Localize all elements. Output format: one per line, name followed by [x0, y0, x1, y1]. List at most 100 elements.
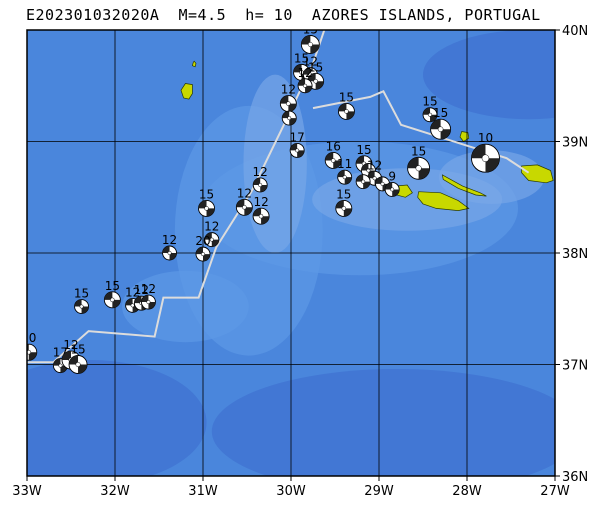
event-label: 15: [411, 144, 426, 158]
event-quadrant: [325, 152, 342, 169]
latitude-ticks: 40N 39N 38N 37N 36N: [555, 24, 588, 485]
event-marker: 20: [195, 234, 211, 262]
event-marker: 15: [198, 187, 215, 217]
bathymetry-patch: [243, 74, 307, 253]
event-quadrant: [385, 182, 400, 197]
y-tick-label: 39N: [562, 136, 588, 151]
event-marker: 17: [290, 130, 305, 158]
island-shape: [191, 60, 197, 68]
event-center: [258, 213, 264, 219]
event-marker: 15: [335, 187, 353, 217]
event-label: 15: [74, 287, 89, 301]
event-marker: 15: [68, 343, 88, 374]
event-center: [481, 154, 490, 162]
event-center: [341, 206, 347, 211]
event-quadrant: [430, 119, 451, 140]
event-marker: 9: [384, 169, 400, 197]
event-label: 17: [290, 130, 305, 144]
event-label: 15: [433, 106, 448, 120]
bathymetry-patch: [122, 270, 249, 343]
event-marker: 12: [141, 282, 156, 310]
event-quadrant: [125, 298, 140, 313]
event-label: 15: [303, 22, 318, 36]
event-quadrant: [280, 95, 297, 112]
event-quadrant: [74, 299, 89, 314]
event-center: [146, 300, 151, 305]
event-center: [79, 304, 84, 309]
event-quadrant: [27, 344, 37, 361]
event-quadrant: [337, 170, 352, 185]
event-marker: 10: [471, 131, 500, 173]
event-center: [130, 303, 135, 308]
event-label: 10: [478, 131, 493, 145]
event-label: 12: [204, 220, 219, 234]
event-marker: 11: [337, 157, 352, 185]
event-marker: 15: [430, 106, 452, 140]
event-label: 11: [337, 157, 352, 171]
event-quadrant: [236, 199, 253, 216]
event-center: [201, 252, 205, 257]
event-center: [372, 176, 377, 181]
x-tick-label: 33W: [12, 484, 42, 499]
event-label: 15: [294, 51, 309, 65]
event-marker: 15: [74, 287, 89, 314]
event-center: [204, 206, 209, 211]
event-marker: [355, 174, 371, 190]
x-tick-label: 28W: [452, 484, 482, 499]
x-tick-label: 29W: [364, 484, 394, 499]
event-quadrant: [253, 208, 270, 225]
event-quadrant: [282, 111, 297, 126]
event-quadrant: [198, 200, 215, 217]
event-quadrant: [356, 174, 371, 189]
event-quadrant: [141, 295, 156, 310]
island-shape: [441, 174, 487, 197]
event-label: 12: [237, 186, 252, 200]
event-label: 20: [21, 331, 36, 345]
y-tick-label: 36N: [562, 470, 588, 485]
bathymetry-patch: [27, 360, 207, 476]
y-tick-label: 37N: [562, 359, 588, 374]
longitude-ticks: 33W 32W 31W 30W 29W 28W 27W: [12, 476, 570, 499]
event-marker: 12: [204, 220, 219, 248]
bathymetry-patch: [423, 30, 555, 120]
event-marker: 12: [162, 233, 177, 261]
event-center: [286, 101, 291, 106]
event-label: 12: [303, 55, 318, 69]
map-title: E202301032020A M=4.5 h= 10 AZORES ISLAND…: [26, 6, 541, 24]
event-center: [330, 158, 336, 163]
event-center: [209, 237, 214, 242]
event-label: 12: [141, 282, 156, 296]
event-center: [380, 181, 385, 186]
x-tick-label: 27W: [540, 484, 570, 499]
event-center: [258, 182, 263, 187]
x-tick-label: 30W: [276, 484, 306, 499]
event-label: 12: [63, 338, 78, 352]
event-center: [295, 148, 300, 153]
event-label: 20: [195, 234, 210, 248]
island-shape: [417, 191, 470, 211]
event-center: [361, 179, 366, 184]
event-quadrant: [104, 291, 121, 308]
event-marker: 20: [21, 331, 38, 361]
event-marker: 15: [422, 95, 438, 123]
event-label: 12: [297, 66, 312, 80]
event-label: 12: [134, 283, 149, 297]
event-quadrant: [407, 157, 430, 180]
event-center: [242, 205, 247, 210]
event-label: 12: [125, 285, 140, 299]
y-tick-label: 38N: [562, 247, 588, 262]
track-line: [312, 90, 530, 174]
x-tick-label: 31W: [188, 484, 218, 499]
event-marker: 16: [324, 139, 342, 169]
event-marker: 15: [407, 144, 431, 180]
event-marker: 12: [279, 83, 297, 113]
event-center: [344, 109, 349, 114]
y-tick-label: 40N: [562, 24, 588, 39]
event-quadrant: [290, 143, 305, 158]
event-center: [75, 362, 81, 367]
event-marker: 12: [252, 195, 270, 225]
event-quadrant: [335, 200, 352, 217]
event-marker: 12: [303, 55, 318, 83]
event-center: [27, 349, 32, 355]
